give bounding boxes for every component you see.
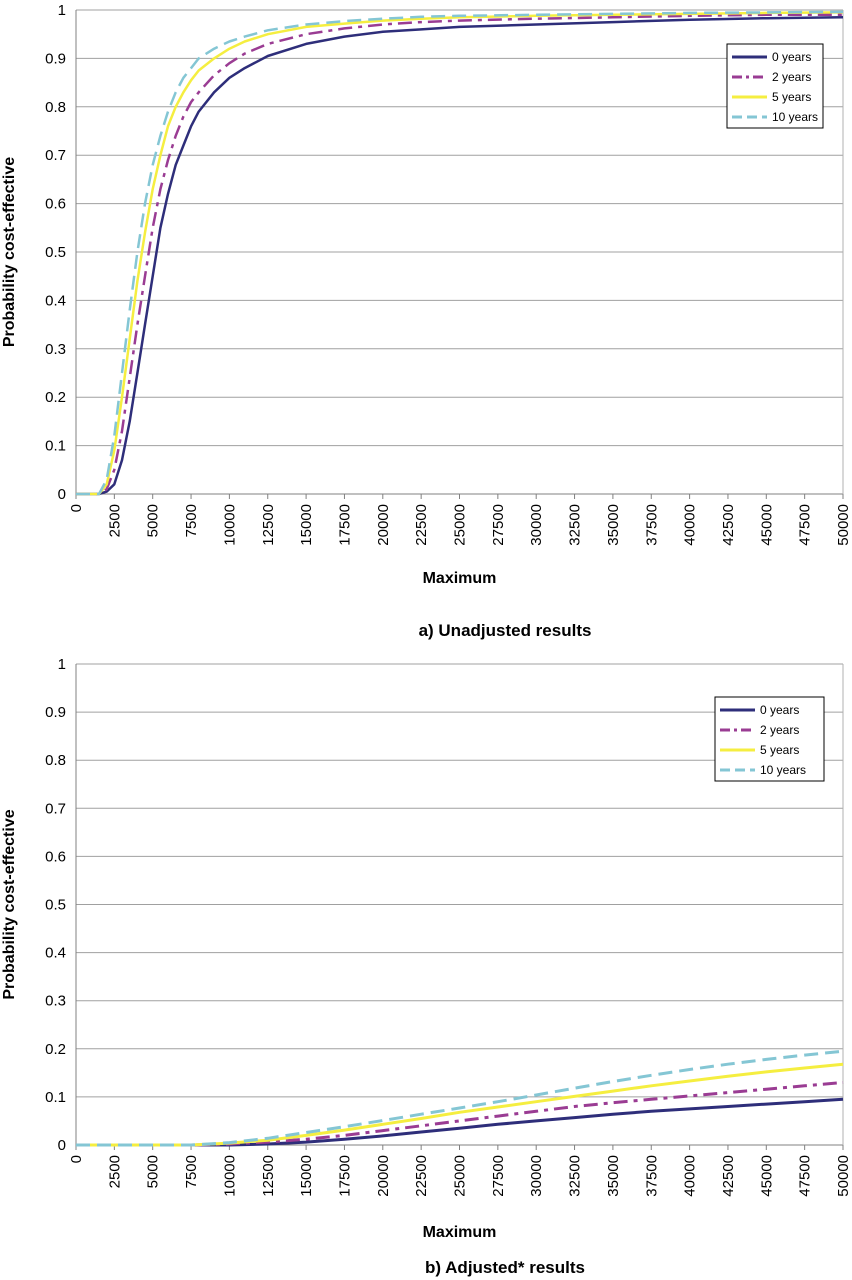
x-tick-label: 40000 <box>682 504 699 546</box>
x-tick-label: 12500 <box>260 504 277 546</box>
y-tick-label: 0 <box>58 1137 66 1154</box>
x-tick-label: 32500 <box>567 1155 584 1197</box>
x-tick-label: 27500 <box>490 504 507 546</box>
series-line-0-years <box>76 1097 844 1147</box>
legend: 0 years 2 years 5 years 10 years <box>726 43 824 129</box>
x-tick-label: 37500 <box>643 504 660 546</box>
chart-caption: a) Unadjusted results <box>419 621 592 640</box>
y-axis-title: Probability cost-effective <box>1 157 18 347</box>
x-tick-label: 42500 <box>720 1155 737 1197</box>
x-tick-label: 32500 <box>567 504 584 546</box>
x-tick-label: 7500 <box>183 1155 200 1188</box>
y-tick-label: 0.9 <box>45 704 66 721</box>
x-tick-label: 35000 <box>605 1155 622 1197</box>
x-tick-label: 17500 <box>336 1155 353 1197</box>
legend-label: 0 years <box>772 50 811 64</box>
y-tick-label: 0.1 <box>45 438 66 455</box>
y-tick-label: 0.2 <box>45 389 66 406</box>
x-tick-label: 17500 <box>336 504 353 546</box>
y-tick-label: 0.7 <box>45 800 66 817</box>
x-tick-label: 20000 <box>375 504 392 546</box>
y-tick-label: 0.6 <box>45 196 66 213</box>
x-tick-label: 15000 <box>298 504 315 546</box>
x-tick-label: 42500 <box>720 504 737 546</box>
y-tick-label: 0.9 <box>45 50 66 67</box>
x-tick-label: 25000 <box>452 504 469 546</box>
x-tick-label: 5000 <box>145 1155 162 1188</box>
y-axis-title: Probability cost-effective <box>1 809 18 999</box>
x-tick-label: 45000 <box>758 504 775 546</box>
x-tick-label: 22500 <box>413 504 430 546</box>
x-tick-label: 10000 <box>221 504 238 546</box>
x-tick-label: 0 <box>68 504 85 512</box>
legend-label: 2 years <box>772 70 811 84</box>
x-tick-label: 20000 <box>375 1155 392 1197</box>
x-tick-label: 25000 <box>452 1155 469 1197</box>
y-tick-label: 0.2 <box>45 1041 66 1058</box>
series-line-2-years <box>76 1081 844 1147</box>
x-tick-label: 50000 <box>835 504 852 546</box>
series-line-0-years <box>76 16 844 496</box>
legend: 0 years 2 years 5 years 10 years <box>714 696 825 782</box>
x-tick-label: 15000 <box>298 1155 315 1197</box>
y-tick-label: 0.6 <box>45 848 66 865</box>
x-tick-label: 0 <box>68 1155 85 1163</box>
y-tick-label: 0.3 <box>45 993 66 1010</box>
legend-label: 10 years <box>760 763 806 777</box>
x-tick-label: 12500 <box>260 1155 277 1197</box>
x-tick-label: 10000 <box>221 1155 238 1197</box>
legend-label: 10 years <box>772 110 818 124</box>
y-tick-label: 0.4 <box>45 292 66 309</box>
series-line-2-years <box>76 13 843 496</box>
x-tick-label: 50000 <box>835 1155 852 1197</box>
x-tick-label: 2500 <box>106 1155 123 1188</box>
chart-unadjusted: 0 0.1 0.2 0.3 0.4 0.5 0.6 0.7 0.8 0.9 1 0 2500 5000 75… <box>1 2 852 640</box>
x-tick-label: 30000 <box>528 504 545 546</box>
x-tick-label: 47500 <box>797 504 814 546</box>
series-line-10-years <box>76 10 844 496</box>
x-tick-label: 2500 <box>106 504 123 537</box>
legend-label: 0 years <box>760 703 799 717</box>
y-tick-label: 0.5 <box>45 244 66 261</box>
y-tick-label: 1 <box>58 2 66 19</box>
chart-caption: b) Adjusted* results <box>425 1258 585 1277</box>
x-tick-label: 5000 <box>145 504 162 537</box>
y-tick-label: 0.8 <box>45 752 66 769</box>
y-tick-label: 1 <box>58 656 66 673</box>
legend-label: 2 years <box>760 723 799 737</box>
y-tick-label: 0.7 <box>45 147 66 164</box>
x-axis-title: Maximum <box>423 1224 497 1241</box>
x-tick-label: 30000 <box>528 1155 545 1197</box>
series-line-5-years <box>76 11 844 496</box>
y-tick-label: 0.5 <box>45 897 66 914</box>
x-tick-label: 27500 <box>490 1155 507 1197</box>
y-tick-label: 0 <box>58 486 66 503</box>
x-tick-label: 45000 <box>758 1155 775 1197</box>
legend-label: 5 years <box>760 743 799 757</box>
series-line-10-years <box>76 1049 844 1147</box>
x-axis-title: Maximum <box>423 570 497 587</box>
x-tick-label: 22500 <box>413 1155 430 1197</box>
y-tick-label: 0.8 <box>45 99 66 116</box>
chart-adjusted: 0 0.1 0.2 0.3 0.4 0.5 0.6 0.7 0.8 0.9 1 0 2500 5000 75… <box>1 656 852 1277</box>
y-tick-label: 0.3 <box>45 341 66 358</box>
series-line-5-years <box>76 1062 844 1147</box>
x-tick-label: 7500 <box>183 504 200 537</box>
legend-label: 5 years <box>772 90 811 104</box>
y-tick-label: 0.1 <box>45 1089 66 1106</box>
x-tick-label: 40000 <box>682 1155 699 1197</box>
x-tick-label: 37500 <box>643 1155 660 1197</box>
x-tick-label: 35000 <box>605 504 622 546</box>
y-tick-label: 0.4 <box>45 945 66 962</box>
x-tick-label: 47500 <box>797 1155 814 1197</box>
